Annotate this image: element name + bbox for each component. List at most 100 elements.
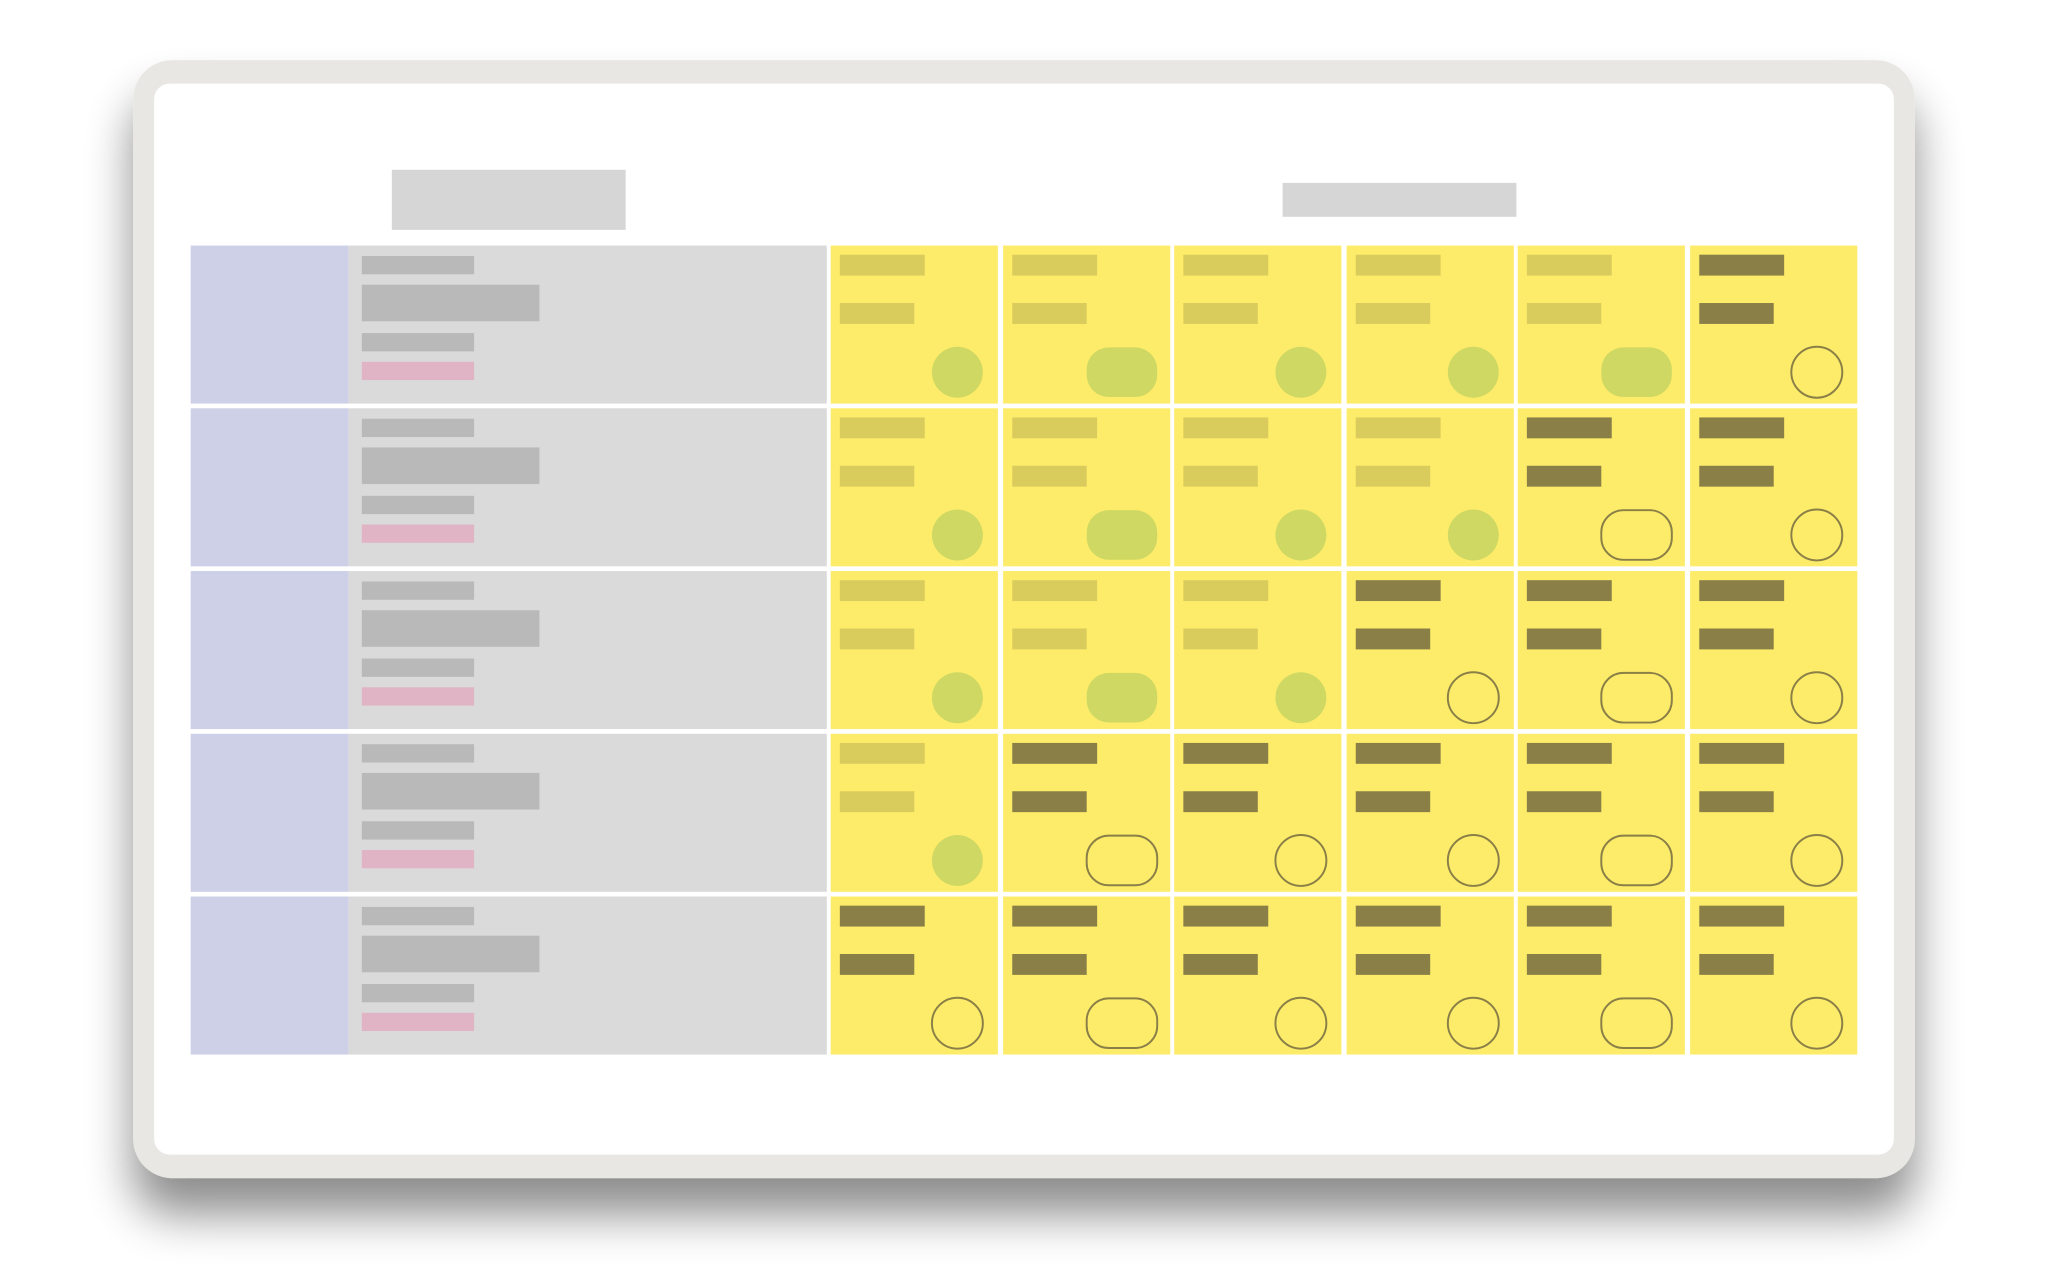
info-line xyxy=(361,418,475,438)
status-dot xyxy=(931,509,983,561)
status-pill xyxy=(1600,834,1673,887)
task-line xyxy=(1355,465,1431,487)
task-line xyxy=(1355,742,1441,764)
task-line xyxy=(1355,254,1441,276)
task-line xyxy=(1526,905,1612,927)
status-dot xyxy=(1790,834,1844,887)
status-dot xyxy=(1446,996,1500,1050)
status-pill xyxy=(1086,510,1158,560)
status-dot xyxy=(1790,345,1844,399)
info-line xyxy=(361,333,475,352)
task-line xyxy=(1183,905,1269,927)
task-line xyxy=(1355,905,1441,927)
info-tag xyxy=(361,361,475,381)
task-line xyxy=(1526,465,1602,487)
row-marker xyxy=(190,408,349,567)
task-line xyxy=(1355,417,1441,439)
row-marker xyxy=(190,245,349,404)
task-line xyxy=(1355,953,1431,975)
task-line xyxy=(1699,742,1785,764)
task-line xyxy=(1699,628,1774,650)
task-line xyxy=(1526,628,1602,650)
task-line xyxy=(1012,465,1087,487)
task-line xyxy=(839,580,925,602)
status-dot xyxy=(931,346,983,398)
task-line xyxy=(1012,791,1087,813)
task-line xyxy=(1012,580,1098,602)
info-line xyxy=(361,821,475,840)
task-line xyxy=(1012,905,1098,927)
info-line xyxy=(361,255,475,275)
task-line xyxy=(1012,417,1098,439)
task-line xyxy=(1526,791,1602,813)
status-pill xyxy=(1600,997,1673,1050)
task-line xyxy=(1699,580,1785,602)
info-title xyxy=(361,447,540,485)
task-line xyxy=(839,417,925,439)
task-line xyxy=(1012,628,1087,650)
status-dot xyxy=(1790,996,1844,1050)
task-line xyxy=(1526,254,1612,276)
task-line xyxy=(1012,742,1098,764)
status-pill xyxy=(1600,671,1673,724)
task-line xyxy=(1526,417,1612,439)
task-line xyxy=(1012,303,1087,324)
info-line xyxy=(361,495,475,515)
status-dot xyxy=(930,996,984,1050)
info-line xyxy=(361,906,475,926)
task-line xyxy=(1699,254,1785,276)
task-line xyxy=(1183,580,1269,602)
task-line xyxy=(1699,465,1774,487)
task-line xyxy=(1699,303,1774,324)
task-line xyxy=(1699,791,1774,813)
board xyxy=(190,245,1858,1055)
status-pill xyxy=(1086,347,1158,398)
header-placeholder xyxy=(391,169,626,230)
task-line xyxy=(839,742,925,764)
status-dot xyxy=(1275,672,1327,724)
status-dot xyxy=(1790,671,1844,725)
task-line xyxy=(1526,580,1612,602)
status-dot xyxy=(1275,509,1327,561)
status-pill xyxy=(1085,834,1159,887)
task-line xyxy=(1355,628,1431,650)
info-line xyxy=(361,984,475,1003)
status-dot xyxy=(1790,508,1844,562)
status-dot xyxy=(1274,834,1328,887)
task-line xyxy=(1699,417,1785,439)
task-line xyxy=(1012,953,1087,975)
task-line xyxy=(1183,465,1258,487)
task-line xyxy=(1183,628,1258,650)
status-dot xyxy=(1447,509,1499,561)
task-line xyxy=(1355,303,1431,324)
info-tag xyxy=(361,524,475,543)
task-line xyxy=(839,254,925,276)
task-line xyxy=(1526,303,1602,324)
info-tag xyxy=(361,687,475,706)
task-line xyxy=(839,953,915,975)
status-pill xyxy=(1600,509,1673,561)
task-line xyxy=(1183,791,1258,813)
status-dot xyxy=(1274,996,1328,1050)
task-line xyxy=(1355,791,1431,813)
status-pill xyxy=(1601,347,1672,398)
task-line xyxy=(839,905,925,927)
header-placeholder xyxy=(1282,182,1517,217)
task-line xyxy=(1526,953,1602,975)
task-line xyxy=(1183,953,1258,975)
status-dot xyxy=(1447,346,1499,398)
status-pill xyxy=(1085,997,1159,1050)
task-line xyxy=(839,303,915,324)
task-line xyxy=(1699,905,1785,927)
task-line xyxy=(1183,417,1269,439)
info-title xyxy=(361,284,540,322)
status-dot xyxy=(1446,834,1500,887)
row-marker xyxy=(190,571,349,730)
task-line xyxy=(1526,742,1612,764)
info-line xyxy=(361,658,475,677)
info-line xyxy=(361,744,475,763)
info-title xyxy=(361,935,540,973)
task-line xyxy=(839,791,915,813)
